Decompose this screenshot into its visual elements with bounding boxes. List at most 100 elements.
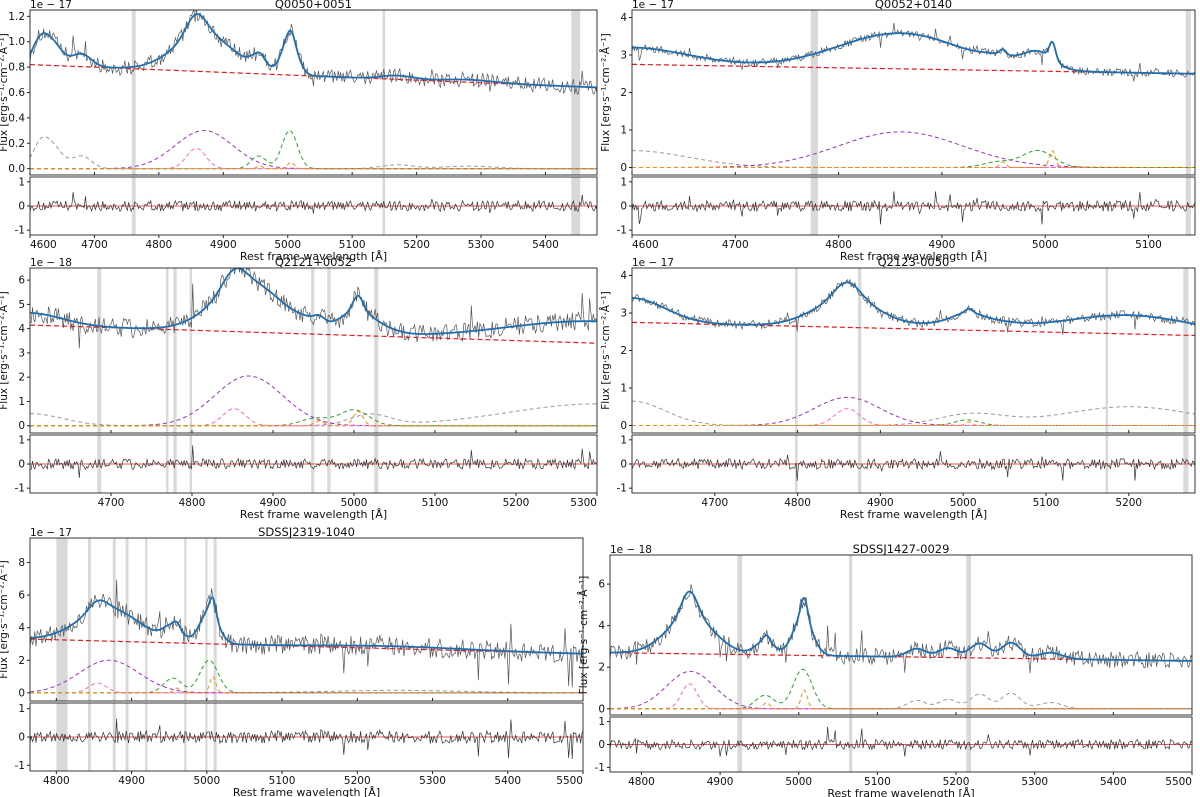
residual-y-tick-label: 1 (18, 434, 25, 446)
panel-5: 4800 4900 5000 5100 5200 5300 5400 55000246-101… (577, 542, 1193, 797)
mask-band (374, 268, 379, 433)
x-tick-label: 5400 (494, 775, 521, 787)
hbeta-broad-component-line (610, 670, 1192, 710)
x-tick-label: 4900 (929, 239, 956, 251)
mask-band (1185, 10, 1191, 175)
y-tick-label: 4 (598, 620, 605, 632)
y-tick-label: 0 (18, 687, 25, 699)
oiii-narrow-component-line (610, 689, 1192, 710)
panel-title: SDSSJ1427-0029 (853, 542, 950, 556)
residual-y-tick-label: 1 (18, 176, 25, 188)
x-axis-label: Rest frame wavelength [Å] (840, 250, 987, 263)
mask-band (56, 538, 68, 701)
mask-band (131, 10, 136, 175)
x-tick-label: 4700 (722, 239, 749, 251)
main-axes-frame (609, 554, 1193, 716)
scale-label: 1e − 17 (30, 0, 72, 11)
mask-band (795, 268, 798, 433)
mask-band (173, 268, 177, 433)
panel-1: 4600 4700 4800 4900 5000 5100 0 1 2 3 4 -1 0 1 Q0052+0… (599, 0, 1196, 263)
mask-band (125, 538, 129, 701)
main-plot-area (30, 538, 583, 701)
x-tick-label: 5400 (532, 239, 559, 251)
data-spectrum-line (30, 10, 597, 95)
mask-band (858, 268, 862, 433)
residual-y-tick-label: 0 (620, 459, 627, 471)
mask-band (966, 555, 971, 715)
oiii-narrow-component-line (30, 161, 597, 170)
continuum-line (610, 652, 1192, 662)
scale-label: 1e − 18 (610, 544, 652, 556)
y-tick-label: 1 (620, 383, 627, 395)
data-spectrum-line (30, 268, 597, 349)
oiii-narrow-component-line (632, 150, 1195, 168)
panel-2: 4700 4800 4900 5000 5100 5200 5300 0 1 2 3 4 5 6 -1 0 1 Q… (0, 255, 598, 521)
residual-plot-area (30, 435, 597, 493)
y-tick-label: 0 (620, 420, 627, 432)
y-tick-label: 2 (620, 345, 627, 357)
y-tick-label: 2 (18, 372, 25, 384)
y-tick-label: 3 (18, 347, 25, 359)
fit-line (610, 590, 1192, 662)
x-tick-label: 4900 (260, 497, 287, 509)
residual-y-tick-label: -1 (617, 483, 627, 495)
x-tick-label: 5300 (468, 239, 495, 251)
y-tick-label: 2 (598, 662, 605, 674)
x-tick-label: 4900 (118, 775, 145, 787)
x-tick-label: 5100 (422, 497, 449, 509)
data-spectrum-line (30, 579, 583, 688)
residual-y-tick-label: 1 (620, 176, 627, 188)
main-axes-frame (29, 9, 598, 176)
mask-band (184, 538, 187, 701)
residual-y-tick-label: -1 (15, 760, 25, 772)
main-axes-frame (29, 537, 584, 702)
residual-line (30, 718, 583, 759)
scale-label: 1e − 17 (632, 0, 674, 11)
mask-band (205, 538, 208, 701)
x-tick-label: 5500 (556, 775, 583, 787)
mask-band (382, 10, 386, 175)
y-axis-label: Flux [erg·s⁻¹·cm⁻²·Å⁻¹] (599, 291, 612, 410)
mask-band (87, 538, 91, 701)
mask-band (311, 268, 315, 433)
residual-y-tick-label: 0 (18, 201, 25, 213)
x-tick-label: 5200 (503, 497, 530, 509)
residual-y-tick-label: -1 (15, 225, 25, 237)
residual-y-tick-label: 0 (18, 459, 25, 471)
panel-title: Q0052+0140 (875, 0, 952, 11)
x-tick-label: 4900 (867, 497, 894, 509)
residual-y-tick-label: -1 (15, 483, 25, 495)
y-tick-label: 6 (598, 579, 605, 591)
main-plot-area (632, 10, 1195, 175)
x-axis-label: Rest frame wavelength [Å] (240, 250, 387, 263)
x-tick-label: 5200 (1115, 497, 1142, 509)
residual-line (610, 726, 1192, 757)
x-axis-label: Rest frame wavelength [Å] (233, 786, 380, 797)
x-tick-label: 5500 (1165, 776, 1192, 788)
x-tick-label: 5000 (785, 776, 812, 788)
x-axis-label: Rest frame wavelength [Å] (827, 787, 974, 797)
y-tick-label: 0 (18, 420, 25, 432)
x-tick-label: 4700 (98, 497, 125, 509)
oiii-narrow-component-line (30, 410, 597, 427)
y-tick-label: 0.0 (8, 163, 25, 175)
y-axis-label: Flux [erg·s⁻¹·cm⁻²·Å⁻¹] (577, 576, 590, 695)
x-tick-label: 5100 (1033, 497, 1060, 509)
panel-title: SDSSJ2319-1040 (258, 525, 355, 539)
x-tick-label: 5000 (1032, 239, 1059, 251)
panel-4: 4800 4900 5000 5100 5200 5300 5400 5500 0 2 4 6 8 -1 0… (0, 525, 584, 797)
continuum-line (632, 321, 1195, 337)
mask-band (327, 268, 331, 433)
scale-label: 1e − 17 (632, 257, 674, 269)
y-tick-label: 1.2 (8, 11, 25, 23)
oiii-narrow-component-line (30, 675, 583, 694)
mask-band (166, 268, 169, 433)
x-tick-label: 5100 (1135, 239, 1162, 251)
main-plot-area (632, 268, 1195, 433)
residual-line (632, 451, 1195, 482)
y-tick-label: 6 (18, 275, 25, 287)
hbeta-broad-component-line (632, 396, 1195, 426)
y-tick-label: 1 (18, 396, 25, 408)
panel-3: 4700 4800 4900 5000 5100 5200 0 1 2 3 4 -1 0 1 Q2123-0… (599, 255, 1196, 521)
